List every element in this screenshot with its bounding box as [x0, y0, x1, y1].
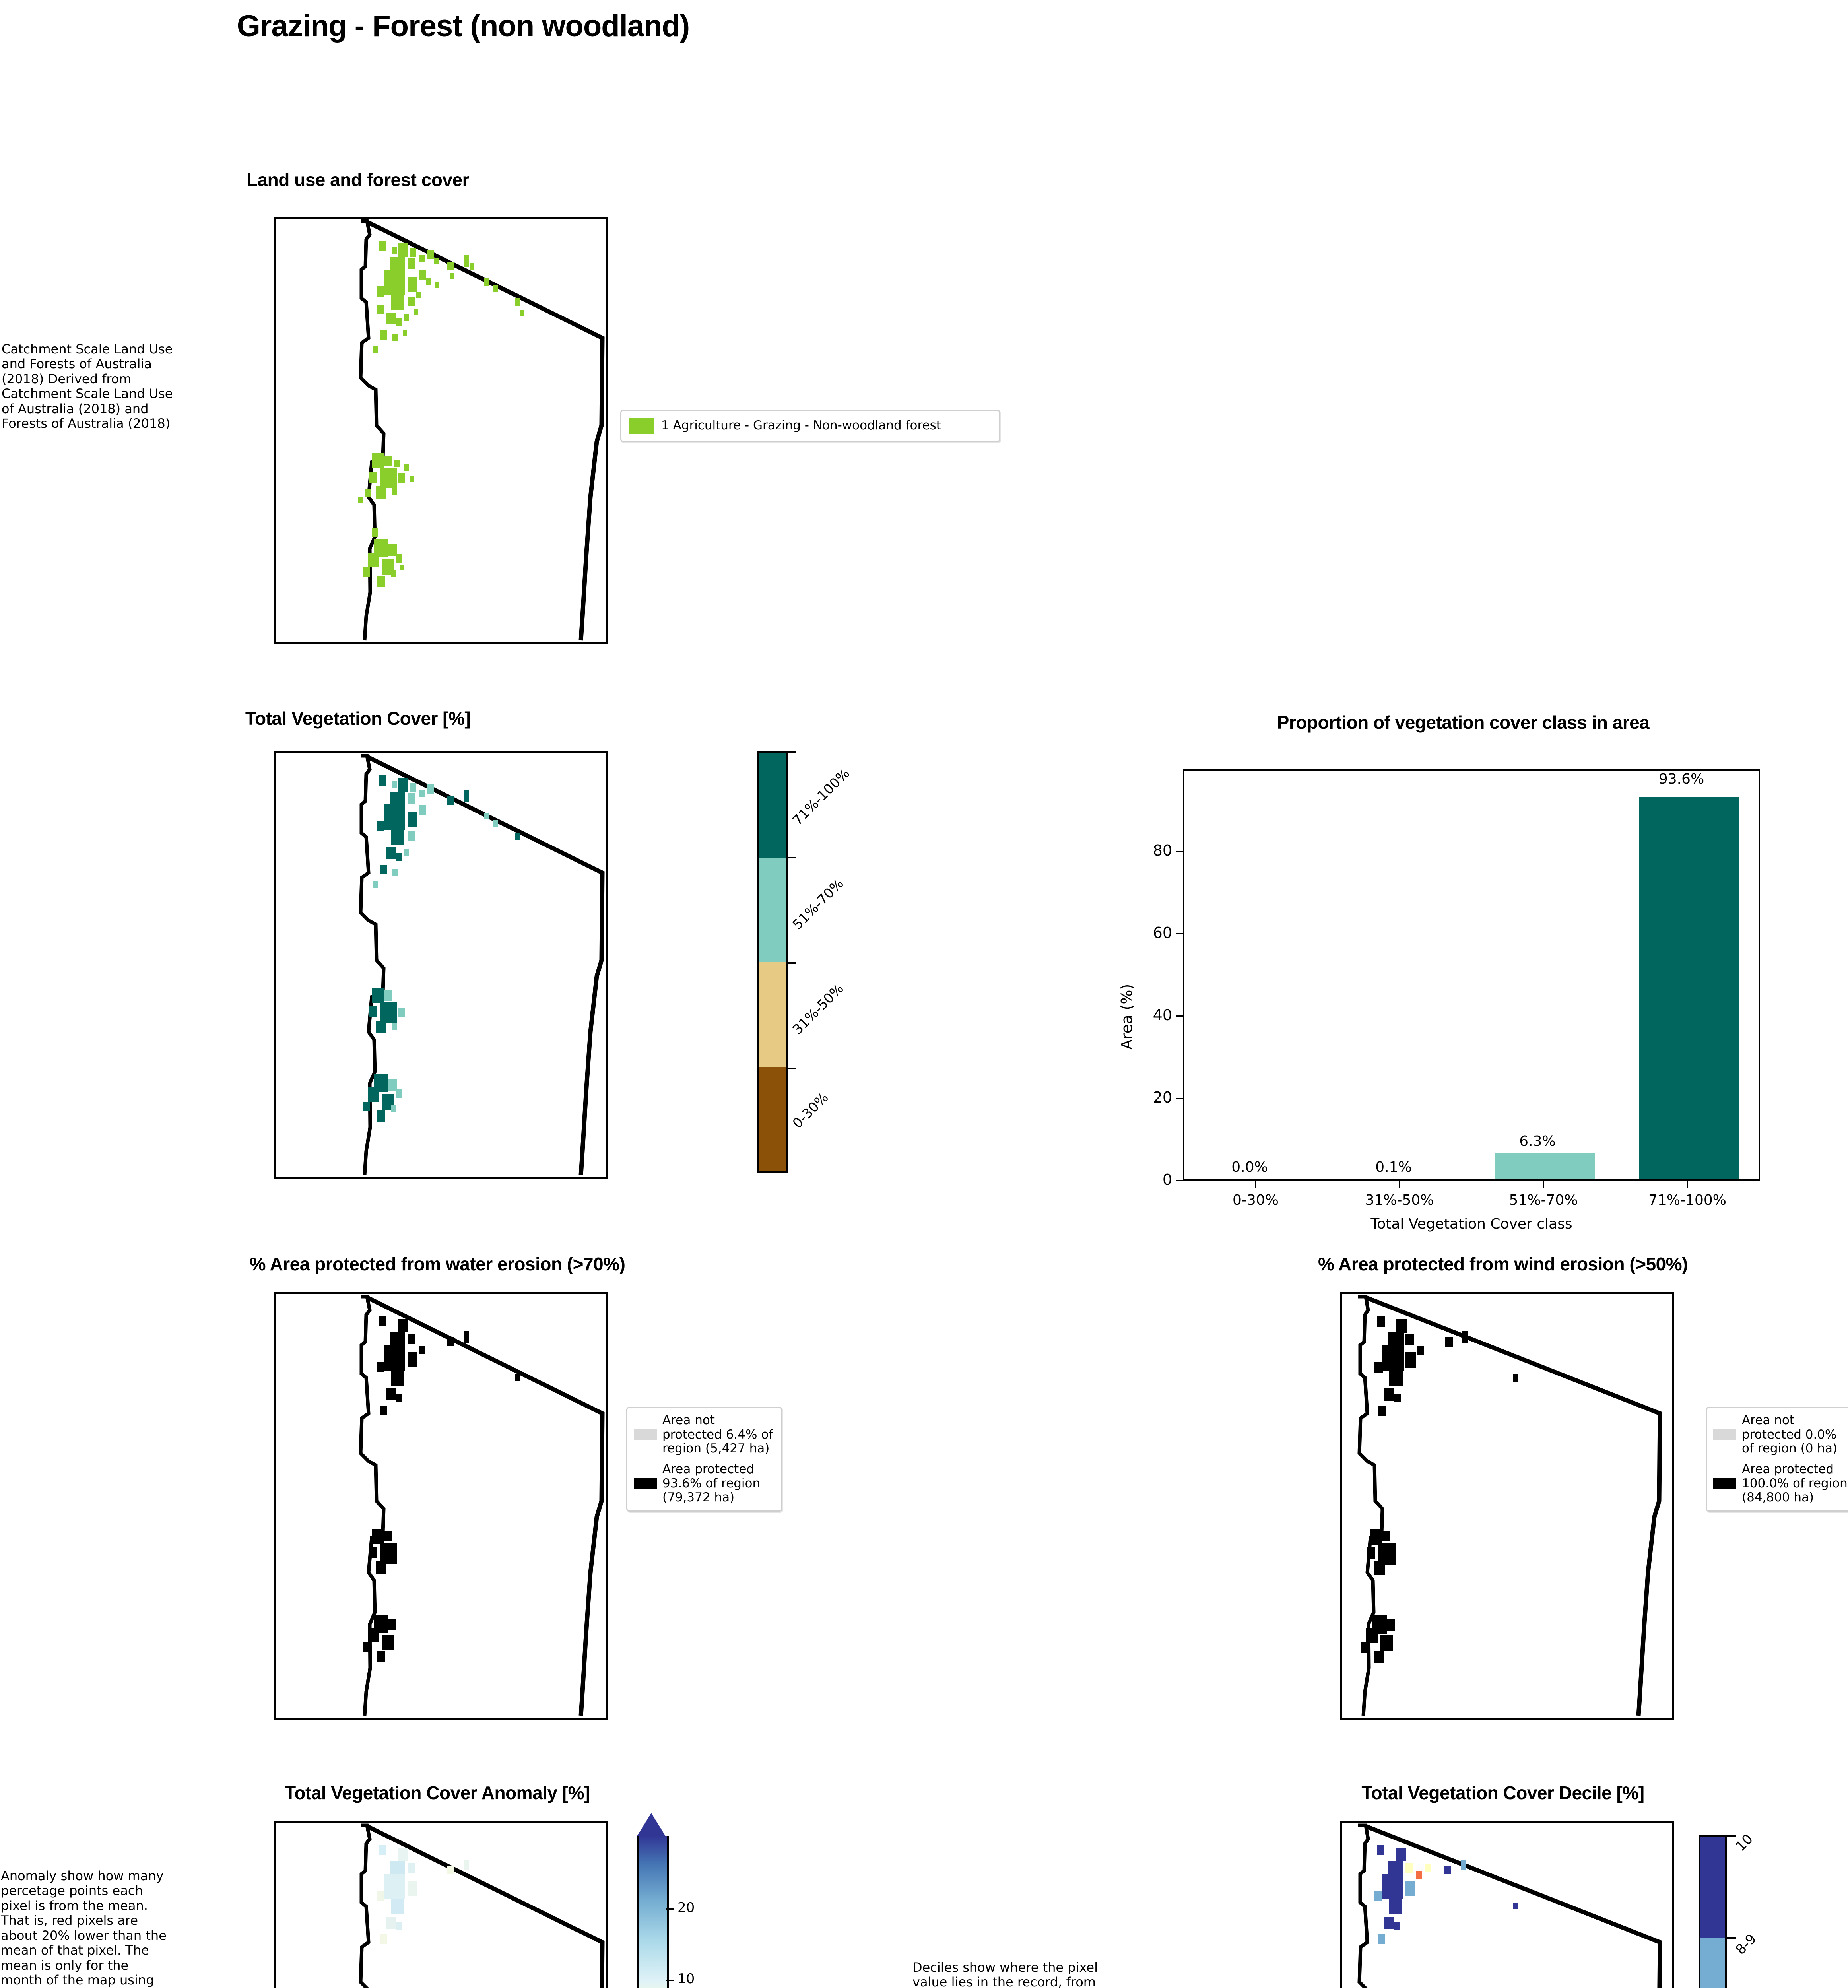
chart-x-tickmark: [1543, 1181, 1544, 1188]
panel-title-decile: Total Vegetation Cover Decile [%]: [1361, 1782, 1644, 1803]
colorbar-segment-decile-8-9: [1700, 1938, 1725, 1988]
panel-title-total-vegetation-cover: Total Vegetation Cover [%]: [245, 708, 471, 729]
legend-swatch-area-not-protected: [634, 1429, 657, 1440]
colorbar-segment-71-100: [759, 753, 786, 858]
colorbar-label-71-100: 71%-100%: [789, 765, 853, 829]
anomaly-colorbar-label-20: 20: [677, 1900, 695, 1916]
anomaly-colorbar: [637, 1836, 669, 1988]
chart-x-tick-0-30: 0-30%: [1233, 1192, 1279, 1208]
colorbar-segment-51-70: [759, 858, 786, 962]
chart-x-tick-51-70: 51%-70%: [1509, 1192, 1578, 1208]
chart-x-tickmark: [1687, 1181, 1688, 1188]
land-use-legend: 1 Agriculture - Grazing - Non-woodland f…: [620, 410, 1000, 442]
chart-y-tick: 20: [1153, 1089, 1172, 1106]
anomaly-colorbar-label-10: 10: [677, 1971, 695, 1987]
land-use-pixels: [373, 241, 524, 353]
legend-swatch-agriculture-grazing: [629, 418, 654, 434]
anomaly-colorbar-tick: [666, 1980, 674, 1981]
chart-y-tickmark: [1176, 1180, 1183, 1181]
colorbar-tick: [788, 857, 796, 858]
decile-map-canvas: [1357, 1823, 1662, 1988]
page-title: Grazing - Forest (non woodland): [237, 9, 690, 43]
legend-swatch-area-protected: [1713, 1478, 1736, 1489]
legend-item: Area protected 93.6% of region (79,372 h…: [634, 1462, 775, 1505]
colorbar-tick: [788, 1068, 796, 1069]
bar-value-label-51-70: 6.3%: [1519, 1133, 1556, 1149]
panel-title-anomaly: Total Vegetation Cover Anomaly [%]: [285, 1782, 590, 1803]
legend-swatch-area-not-protected: [1713, 1429, 1736, 1440]
colorbar-segment-0-30: [759, 1066, 786, 1171]
chart-x-tickmark: [1399, 1181, 1400, 1188]
wind-erosion-map: [1340, 1292, 1674, 1720]
legend-item: 1 Agriculture - Grazing - Non-woodland f…: [629, 418, 991, 434]
panel-title-water-erosion: % Area protected from water erosion (>70…: [249, 1254, 625, 1274]
panel-title-wind-erosion: % Area protected from wind erosion (>50%…: [1318, 1254, 1688, 1274]
land-use-source-note: Catchment Scale Land Use and Forests of …: [2, 342, 173, 431]
wind-erosion-map-canvas: [1357, 1295, 1662, 1716]
anomaly-explainer: Anomaly show how many percetage points e…: [1, 1868, 167, 1988]
colorbar-segment-31-50: [759, 962, 786, 1067]
legend-swatch-area-protected: [634, 1478, 657, 1489]
anomaly-colorbar-tick: [666, 1908, 674, 1910]
legend-label: 1 Agriculture - Grazing - Non-woodland f…: [661, 418, 941, 433]
wind-erosion-legend: Area not protected 0.0% of region (0 ha)…: [1706, 1407, 1848, 1512]
decile-colorbar-tick: [1727, 1937, 1736, 1939]
chart-y-tick: 60: [1153, 924, 1172, 942]
chart-y-tickmark: [1176, 1015, 1183, 1017]
chart-y-tickmark: [1176, 1098, 1183, 1099]
decile-explainer: Deciles show where the pixel value lies …: [912, 1960, 1098, 1988]
colorbar-label-0-30: 0-30%: [789, 1089, 832, 1132]
chart-x-tick-71-100: 71%-100%: [1648, 1192, 1726, 1208]
water-erosion-legend: Area not protected 6.4% of region (5,427…: [626, 1407, 782, 1512]
chart-x-axis-label: Total Vegetation Cover class: [1370, 1216, 1572, 1232]
chart-y-tickmark: [1176, 933, 1183, 934]
land-use-map-canvas: [358, 219, 605, 641]
decile-colorbar-label-10: 10: [1732, 1831, 1756, 1855]
legend-label: Area not protected 6.4% of region (5,427…: [662, 1413, 773, 1456]
legend-item: Area protected 100.0% of region (84,800 …: [1713, 1462, 1848, 1505]
decile-colorbar-tick: [1727, 1835, 1736, 1837]
legend-item: Area not protected 6.4% of region (5,427…: [634, 1413, 775, 1456]
chart-title: Proportion of vegetation cover class in …: [1277, 712, 1650, 733]
vegetation-cover-map-canvas: [359, 754, 605, 1175]
chart-y-tick: 80: [1153, 842, 1172, 859]
vegetation-cover-map: [274, 751, 608, 1179]
decile-map: [1340, 1821, 1674, 1988]
chart-y-tick: 40: [1153, 1006, 1172, 1024]
bar-chart-plot-area: [1183, 769, 1760, 1181]
decile-colorbar: [1699, 1835, 1727, 1988]
legend-label: Area protected 93.6% of region (79,372 h…: [662, 1462, 761, 1505]
water-erosion-map: [274, 1292, 608, 1720]
colorbar-segment-decile-10: [1700, 1837, 1725, 1938]
anomaly-colorbar-arrow-up: [637, 1813, 666, 1836]
chart-y-tick: 0: [1162, 1171, 1172, 1188]
chart-x-tick-31-50: 31%-50%: [1365, 1192, 1434, 1208]
panel-title-land-use: Land use and forest cover: [246, 169, 470, 190]
decile-colorbar-label-8-9: 8-9: [1732, 1931, 1760, 1958]
colorbar-label-51-70: 51%-70%: [789, 876, 847, 933]
land-use-map: [274, 217, 608, 644]
anomaly-map-canvas: [359, 1823, 605, 1988]
colorbar-tick: [788, 962, 796, 964]
colorbar-label-31-50: 31%-50%: [789, 980, 847, 1038]
bar-71-100: [1639, 797, 1739, 1179]
bar-value-label-71-100: 93.6%: [1658, 771, 1704, 787]
bar-value-label-31-50: 0.1%: [1375, 1159, 1412, 1175]
legend-item: Area not protected 0.0% of region (0 ha): [1713, 1413, 1848, 1456]
colorbar-tick: [788, 751, 796, 753]
water-erosion-map-canvas: [359, 1295, 605, 1716]
bar-51-70: [1495, 1153, 1595, 1179]
vegetation-cover-colorbar: [757, 751, 788, 1173]
legend-label: Area protected 100.0% of region (84,800 …: [1742, 1462, 1848, 1505]
legend-label: Area not protected 0.0% of region (0 ha): [1742, 1413, 1838, 1456]
anomaly-map: [274, 1821, 608, 1988]
chart-x-tickmark: [1255, 1181, 1256, 1188]
chart-y-tickmark: [1176, 851, 1183, 852]
bar-value-label-0-30: 0.0%: [1231, 1159, 1268, 1175]
